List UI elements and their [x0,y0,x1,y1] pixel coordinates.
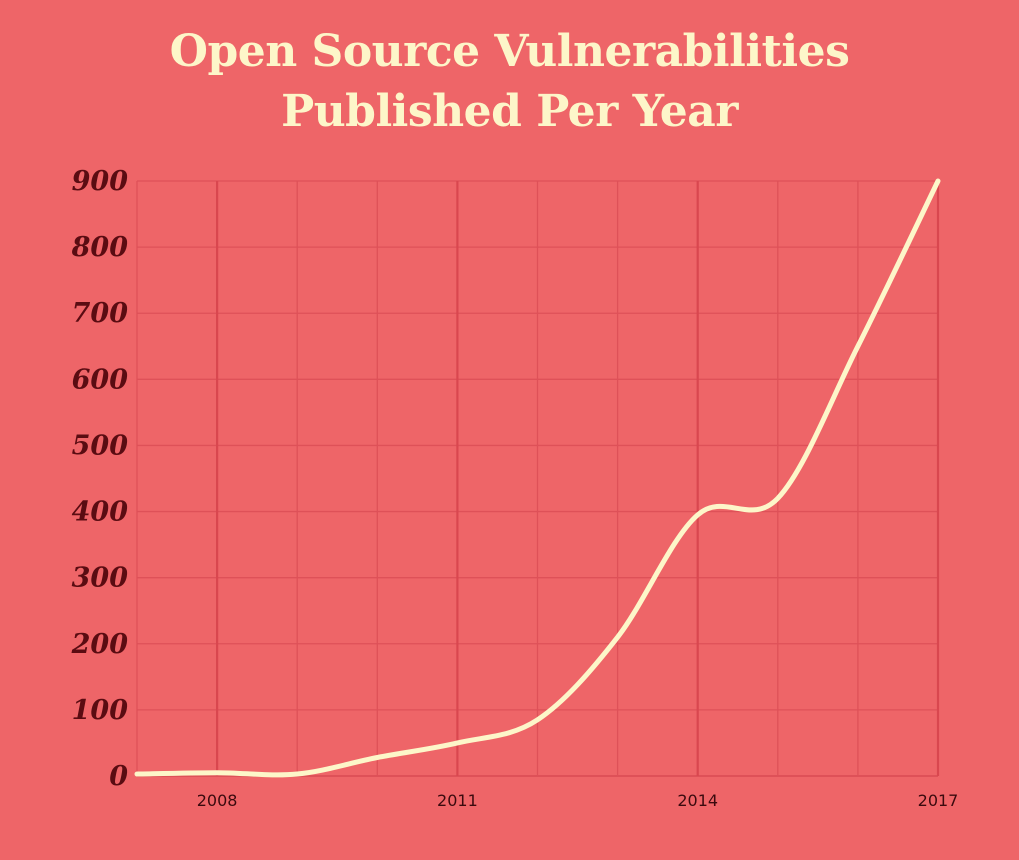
y-tick-label: 900 [72,166,129,197]
data-point [775,496,780,501]
data-point [535,717,540,722]
y-tick-label: 600 [72,364,129,395]
data-point [936,179,941,184]
y-tick-label: 700 [72,298,129,329]
data-point [455,740,460,745]
chart-grid [136,180,940,777]
data-point [615,635,620,640]
data-point [855,344,860,349]
y-axis: 0 100 200 300 400 500 600 700 800 900 [71,166,129,792]
series-line [134,178,941,778]
y-tick-label: 300 [72,563,129,594]
x-tick-label: 2017 [918,791,959,810]
y-tick-label: 100 [72,695,129,726]
chart-title: Open Source Vulnerabilities Published Pe… [0,22,1019,142]
data-point [695,512,700,517]
data-point [295,772,300,777]
x-tick-label: 2014 [677,791,718,810]
y-tick-label: 800 [71,232,129,263]
data-point [375,755,380,760]
x-axis: 2008 2011 2014 2017 [197,791,959,810]
data-point [135,772,140,777]
x-tick-label: 2011 [437,791,478,810]
data-point [215,770,220,775]
chart-series [134,178,941,778]
x-tick-label: 2008 [197,791,238,810]
y-tick-label: 500 [72,430,129,461]
y-tick-label: 400 [72,497,129,528]
y-tick-label: 200 [71,629,129,660]
y-tick-label: 0 [109,761,128,792]
chart-title-line-2: Published Per Year [281,86,738,137]
chart-title-line-1: Open Source Vulnerabilities [169,26,850,77]
